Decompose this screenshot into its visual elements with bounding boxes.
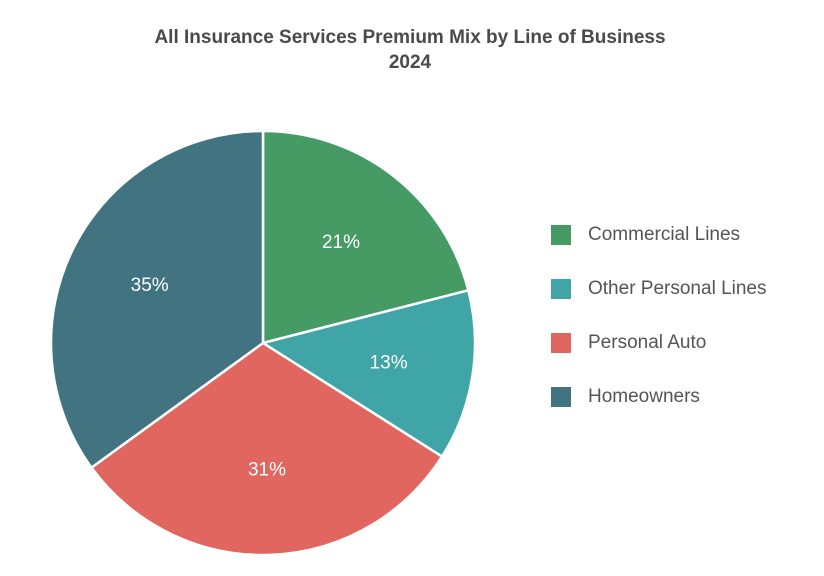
legend: Commercial Lines Other Personal Lines Pe… <box>551 208 767 424</box>
pie-label-homeowners: 35% <box>131 275 169 296</box>
pie-slice-personal-auto <box>90 341 444 557</box>
pie-slice-homeowners <box>49 129 265 469</box>
legend-item-commercial-lines: Commercial Lines <box>551 208 767 262</box>
legend-item-personal-auto: Personal Auto <box>551 316 767 370</box>
legend-label-commercial-lines: Commercial Lines <box>588 224 741 245</box>
pie-label-commercial-lines: 21% <box>322 232 360 253</box>
legend-item-other-personal-lines: Other Personal Lines <box>551 262 767 316</box>
legend-label-other-personal-lines: Other Personal Lines <box>588 278 767 299</box>
pie-label-personal-auto: 31% <box>248 460 286 481</box>
pie-slice-commercial-lines <box>261 129 470 345</box>
legend-label-homeowners: Homeowners <box>588 386 700 407</box>
chart-title: All Insurance Services Premium Mix by Li… <box>154 27 666 48</box>
legend-swatch-commercial-lines <box>551 225 571 245</box>
legend-swatch-personal-auto <box>551 333 571 353</box>
legend-swatch-other-personal-lines <box>551 279 571 299</box>
chart-title-block: All Insurance Services Premium Mix by Li… <box>0 25 820 75</box>
pie-slice-other-personal-lines <box>261 289 477 458</box>
legend-label-personal-auto: Personal Auto <box>588 332 707 353</box>
pie-label-other-personal-lines: 13% <box>370 352 408 373</box>
legend-item-homeowners: Homeowners <box>551 370 767 424</box>
chart-subtitle: 2024 <box>388 52 432 73</box>
legend-swatch-homeowners <box>551 387 571 407</box>
